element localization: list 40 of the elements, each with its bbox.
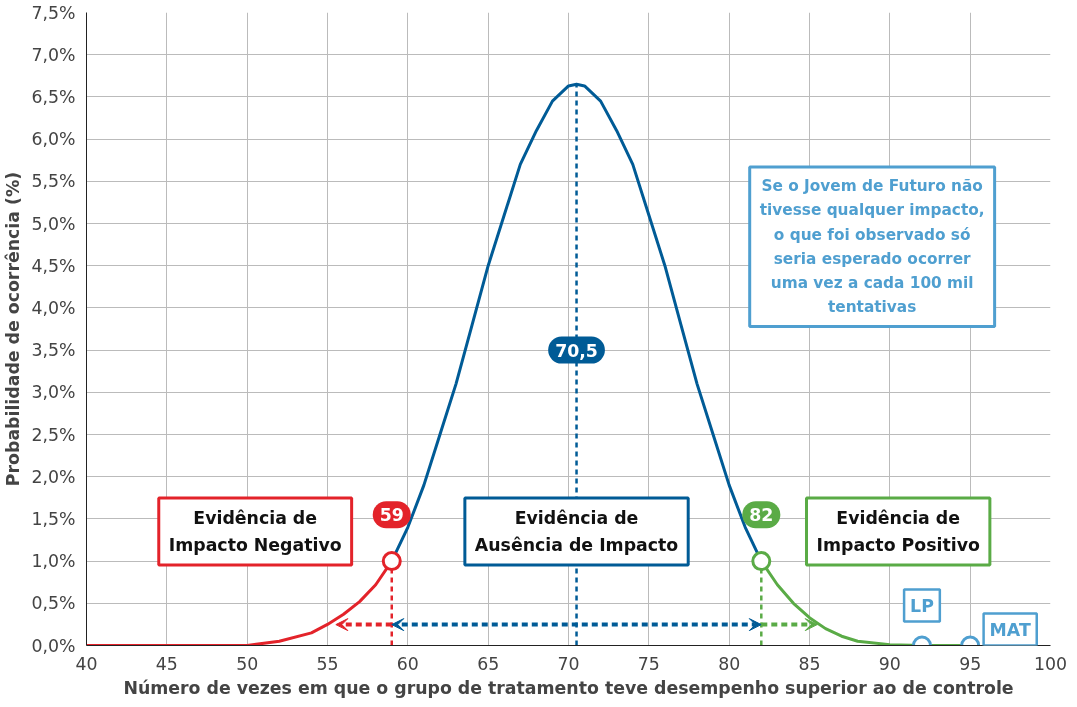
annotation: MAT (989, 619, 1031, 640)
y-tick-label: 0,0% (31, 635, 76, 656)
y-tick-label: 4,0% (31, 297, 76, 318)
y-tick-label: 4,5% (31, 255, 76, 276)
y-tick-label: 5,0% (31, 213, 76, 234)
y-tick-label: 1,5% (31, 508, 76, 529)
y-tick-label: 6,5% (31, 86, 76, 107)
x-tick-label: 50 (236, 653, 259, 674)
y-tick-label: 2,0% (31, 466, 76, 487)
annotation: 82 (749, 505, 774, 526)
x-tick-label: 55 (316, 653, 339, 674)
y-tick-label: 3,0% (31, 382, 76, 403)
x-tick-label: 75 (637, 653, 660, 674)
y-tick-label: 7,0% (31, 44, 76, 65)
x-tick-label: 100 (1033, 653, 1068, 674)
annotation: Evidência de Impacto Positivo (816, 508, 980, 556)
y-tick-label: 0,5% (31, 593, 76, 614)
annotation: 59 (379, 505, 404, 526)
y-tick-label: 3,5% (31, 340, 76, 361)
y-axis-title: Probabilidade de ocorrência (%) (3, 171, 24, 487)
x-tick-label: 80 (718, 653, 741, 674)
x-tick-label: 70 (557, 653, 580, 674)
annotation: Evidência de Impacto Negativo (168, 508, 342, 556)
annotation: Evidência de Ausência de Impacto (474, 508, 679, 556)
x-tick-label: 95 (959, 653, 982, 674)
y-tick-label: 5,5% (31, 171, 76, 192)
x-tick-label: 60 (396, 653, 419, 674)
y-tick-label: 6,0% (31, 129, 76, 150)
y-tick-label: 7,5% (31, 2, 76, 23)
annotation: 70,5 (555, 340, 598, 361)
y-tick-label: 2,5% (31, 424, 76, 445)
x-tick-label: 85 (798, 653, 821, 674)
x-tick-label: 45 (155, 653, 178, 674)
annotation: Se o Jovem de Futuro não tivesse qualquer impacto, o que foi observado só seria esperado ocorrer uma vez a cada 100 mil tentativas (759, 176, 985, 317)
x-axis-title: Número de vezes em que o grupo de tratamento teve desempenho superior ao de controle (123, 677, 1014, 698)
x-tick-label: 40 (75, 653, 98, 674)
x-tick-label: 90 (878, 653, 901, 674)
y-tick-label: 1,0% (31, 551, 76, 572)
annotation: LP (910, 595, 934, 616)
x-tick-label: 65 (477, 653, 500, 674)
